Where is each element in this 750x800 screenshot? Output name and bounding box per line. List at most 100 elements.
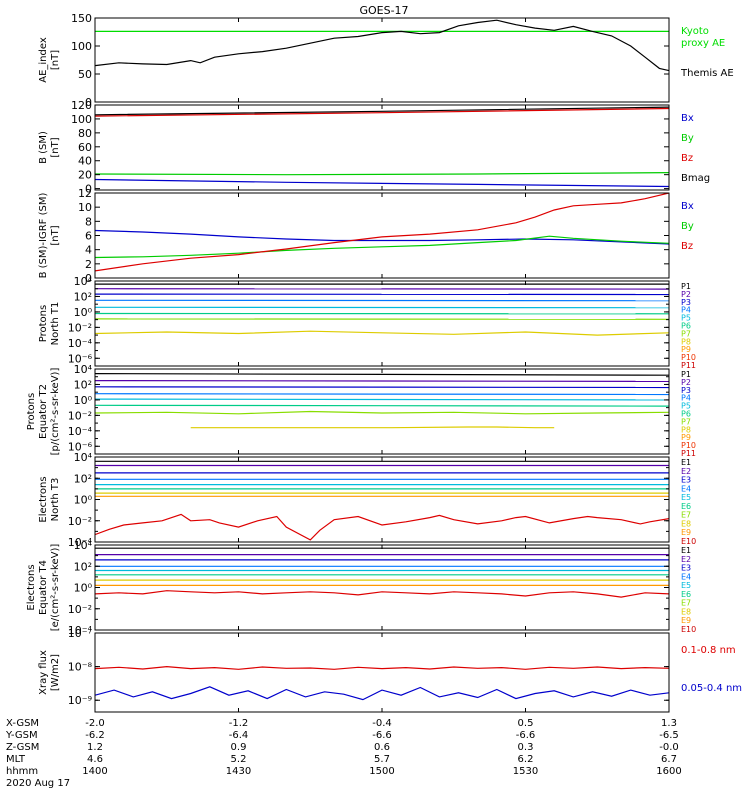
panel-pnorth-series (95, 283, 669, 336)
time-row-label: MLT (6, 754, 26, 765)
series-pequator-p3 (95, 386, 669, 389)
legend-item: P10 (681, 353, 696, 362)
ytick-label: 10⁻⁷ (68, 627, 92, 640)
time-row-value: 0.5 (518, 718, 534, 729)
legend-item: Bx (681, 113, 694, 124)
legend-item: E3 (681, 564, 691, 573)
ytick-label: 10⁻⁶ (68, 352, 93, 365)
time-row-value: 5.2 (231, 754, 247, 765)
ytick-label: 0 (85, 96, 92, 109)
time-row-value: -0.4 (372, 718, 392, 729)
legend-item: E8 (681, 519, 691, 528)
legend-item: P8 (681, 425, 691, 434)
ytick-label: 10⁰ (74, 582, 93, 595)
series-enorth-e9 (95, 513, 669, 541)
ytick-label: 100 (71, 40, 92, 53)
series-xray-0-1-0-8-nm (95, 665, 669, 670)
legend-item: E1 (681, 546, 691, 555)
legend-item: By (681, 133, 694, 144)
panel-bsm-series (95, 106, 669, 188)
legend-item: Bmag (681, 173, 710, 184)
legend-bsm: Bx By Bz Bmag (681, 113, 710, 184)
series-bsm-by (95, 172, 669, 176)
ytick-label: 10⁰ (74, 394, 93, 407)
panel-enorth-frame (94, 456, 670, 543)
time-row-value: 0.3 (518, 742, 534, 753)
panel-eequator-series (95, 547, 669, 598)
series-xray-0-05-0-4-nm (95, 686, 669, 701)
legend-item: P1 (681, 282, 691, 291)
time-row-value: 1400 (82, 766, 107, 777)
ylabel-pnorth: Protons (38, 305, 49, 342)
time-row-label: X-GSM (6, 718, 39, 729)
legend-item: E8 (681, 607, 691, 616)
legend-item: E5 (681, 493, 691, 502)
legend-item: P2 (681, 378, 691, 387)
legend-bigrf: Bx By Bz (681, 201, 694, 252)
time-row-value: -6.6 (372, 730, 392, 741)
ytick-label: 10⁻⁶ (68, 440, 93, 453)
time-row-value: -2.0 (85, 718, 105, 729)
legend-item: Bz (681, 153, 693, 164)
panel-xray: 10⁻⁷ 10⁻⁸ 10⁻⁹ Xray flux [W/m2] 0.1-0.8 nm 0.0… (38, 627, 742, 713)
ytick-label: 60 (78, 141, 92, 154)
series-bigrf-by (95, 235, 669, 259)
ytick-label: 10⁴ (74, 275, 93, 288)
ylabel-enorth: Electrons (38, 476, 49, 522)
legend-item: E1 (681, 458, 691, 467)
series-pnorth-p8 (95, 330, 669, 336)
ytick-label: 10⁻⁹ (68, 694, 92, 707)
legend-item: E10 (681, 537, 696, 546)
ytick-label: 20 (78, 169, 92, 182)
series-pequator-p7 (95, 410, 669, 415)
ylabel-bigrf: [nT] (50, 225, 61, 245)
ytick-label: 10⁻⁴ (68, 337, 93, 350)
legend-item: E3 (681, 476, 691, 485)
panel-eequator-frame (94, 544, 670, 631)
ytick-label: 10⁰ (74, 306, 93, 319)
time-axis-table: X-GSM -2.0 -1.2 -0.4 0.5 1.3 Y-GSM -6.2 -6.4 -6.6… (5, 718, 682, 789)
time-row-value: -6.2 (85, 730, 105, 741)
legend-item: P8 (681, 337, 691, 346)
legend-item: P1 (681, 370, 691, 379)
time-row-value: 1.2 (87, 742, 103, 753)
legend-item: 0.05-0.4 nm (681, 683, 742, 694)
legend-item: P7 (681, 417, 691, 426)
ytick-label: 10² (74, 472, 92, 485)
ylabel-pequator: Equator T2 (38, 384, 49, 439)
time-row-value: 6.7 (661, 754, 677, 765)
ytick-label: 80 (78, 127, 92, 140)
panel-pequator: 10⁴ 10² 10⁰ 10⁻² 10⁻⁴ 10⁻⁶ Protons Equator T2 [p… (26, 363, 696, 458)
legend-item: E6 (681, 502, 691, 511)
legend-item: E4 (681, 484, 691, 493)
panel-ae-frame (94, 17, 670, 103)
legend-item: proxy AE (681, 38, 725, 49)
time-row-value: -6.4 (229, 730, 249, 741)
legend-item: E7 (681, 599, 691, 608)
ylabel-bsm: B (SM) (38, 131, 49, 164)
legend-item: P4 (681, 306, 691, 315)
panel-enorth: 10⁴ 10² 10⁰ 10⁻² 10⁻⁴ Electrons North T3 E1E2E3… (38, 451, 696, 549)
legend-item: 0.1-0.8 nm (681, 645, 736, 656)
legend-item: Bz (681, 241, 693, 252)
time-row-label: hhmm (6, 766, 38, 777)
ytick-label: 40 (78, 155, 92, 168)
legend-item: P3 (681, 386, 691, 395)
legend-item: P10 (681, 441, 696, 450)
legend-item: P11 (681, 449, 696, 458)
ytick-label: 10⁻² (68, 603, 92, 616)
ytick-label: 10⁴ (74, 451, 93, 464)
series-bsm-bmag (95, 106, 669, 116)
time-row-value: 0.9 (231, 742, 247, 753)
time-row-value: -6.5 (659, 730, 679, 741)
ytick-label: 10² (74, 290, 92, 303)
ylabel-eequator: Electrons (26, 564, 37, 610)
time-row-value: 4.6 (87, 754, 103, 765)
